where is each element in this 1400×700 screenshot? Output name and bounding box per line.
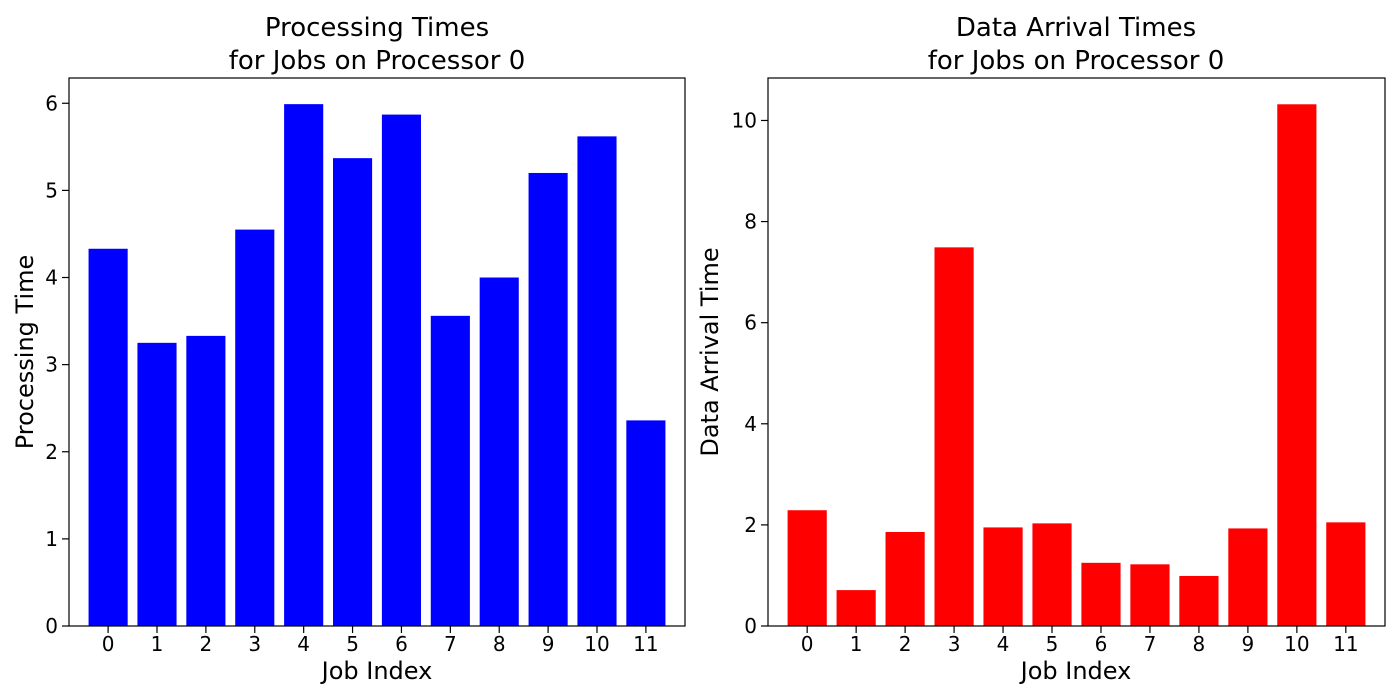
x-tick-label: 9 [1242, 632, 1255, 656]
bar-1 [137, 342, 177, 626]
x-tick-label: 11 [1333, 632, 1358, 656]
y-tick-label: 1 [45, 527, 58, 551]
y-tick-label: 4 [45, 266, 58, 290]
bar-10 [577, 136, 617, 626]
x-tick-label: 6 [1095, 632, 1108, 656]
bar-8 [1179, 575, 1219, 626]
y-tick-label: 8 [744, 210, 757, 234]
y-tick-label: 0 [45, 614, 58, 638]
x-tick-label: 2 [200, 632, 213, 656]
bar-4 [983, 527, 1023, 626]
x-tick-label: 11 [633, 632, 658, 656]
bar-9 [528, 172, 568, 626]
x-axis-label: Job Index [320, 657, 433, 685]
bar-6 [381, 114, 421, 626]
x-tick-label: 4 [297, 632, 310, 656]
x-tick-label: 10 [584, 632, 609, 656]
y-tick-label: 6 [45, 91, 58, 115]
x-tick-label: 5 [1046, 632, 1059, 656]
chart-title-line-1: Data Arrival Times [956, 13, 1196, 43]
y-tick-label: 10 [732, 108, 757, 132]
bar-2 [186, 335, 226, 626]
processing-times-chart: Processing Times for Jobs on Processor 0… [11, 13, 686, 685]
bar-7 [1130, 564, 1170, 626]
y-tick-label: 5 [45, 178, 58, 202]
x-tick-label: 3 [248, 632, 261, 656]
bar-3 [235, 229, 275, 626]
bar-9 [1228, 528, 1268, 626]
y-tick-label: 4 [744, 412, 757, 436]
x-axis-label: Job Index [1019, 657, 1132, 685]
x-tick-label: 4 [997, 632, 1010, 656]
x-tick-label: 7 [444, 632, 457, 656]
bar-4 [284, 104, 324, 626]
chart-title-line-1: Processing Times [265, 13, 489, 43]
chart-title-line-2: for Jobs on Processor 0 [928, 46, 1225, 76]
bar-5 [1032, 523, 1072, 626]
x-tick-label: 8 [1193, 632, 1206, 656]
bar-3 [934, 247, 974, 626]
bar-8 [479, 277, 519, 626]
x-tick-label: 9 [542, 632, 555, 656]
y-axis-label: Processing Time [11, 255, 39, 450]
x-tick-label: 7 [1144, 632, 1157, 656]
chart-title-line-2: for Jobs on Processor 0 [229, 46, 526, 76]
bar-6 [1081, 562, 1121, 626]
plot-frame [68, 77, 686, 627]
x-tick-label: 2 [899, 632, 912, 656]
bars [787, 104, 1366, 627]
y-tick-label: 3 [45, 353, 58, 377]
x-tick-label: 1 [151, 632, 164, 656]
x-axis-ticks: 0 1 2 3 4 5 6 7 8 9 10 11 [102, 626, 659, 656]
y-axis-ticks: 0 1 2 3 4 5 6 [45, 91, 69, 638]
bar-7 [430, 315, 470, 626]
y-tick-label: 0 [744, 614, 757, 638]
data-arrival-times-chart: Data Arrival Times for Jobs on Processor… [696, 13, 1386, 685]
x-tick-label: 1 [850, 632, 863, 656]
x-tick-label: 3 [948, 632, 961, 656]
y-tick-label: 6 [744, 311, 757, 335]
bar-2 [885, 531, 925, 626]
x-tick-label: 0 [801, 632, 814, 656]
bar-0 [88, 248, 128, 626]
plot-frame [767, 77, 1386, 627]
x-tick-label: 0 [102, 632, 115, 656]
bar-10 [1277, 104, 1317, 627]
y-tick-label: 2 [744, 513, 757, 537]
bar-5 [333, 158, 373, 626]
bars [88, 104, 666, 626]
x-tick-label: 8 [493, 632, 506, 656]
y-axis-label: Data Arrival Time [696, 247, 724, 456]
y-tick-label: 2 [45, 440, 58, 464]
bar-0 [787, 510, 827, 626]
x-tick-label: 10 [1284, 632, 1309, 656]
bar-11 [1326, 522, 1366, 626]
y-axis-ticks: 0 2 4 6 8 10 [732, 108, 768, 638]
bar-11 [626, 420, 666, 626]
bar-1 [836, 590, 876, 626]
x-tick-label: 6 [395, 632, 408, 656]
x-axis-ticks: 0 1 2 3 4 5 6 7 8 9 10 11 [801, 626, 1359, 656]
x-tick-label: 5 [346, 632, 359, 656]
